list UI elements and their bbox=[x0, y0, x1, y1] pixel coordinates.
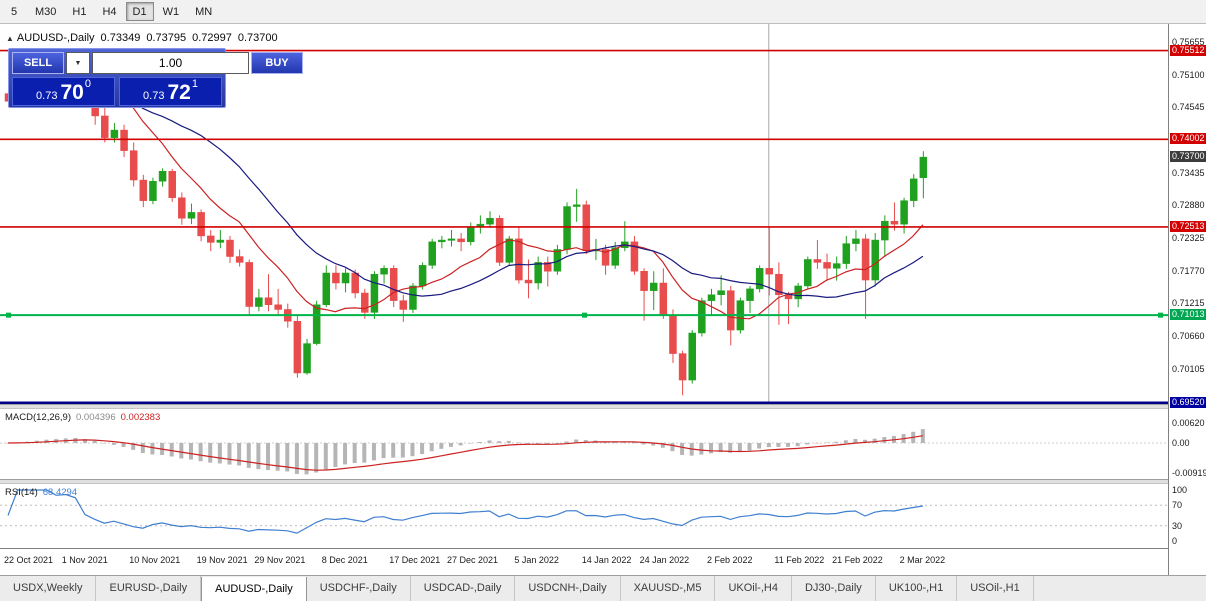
timeframe-button-d1[interactable]: D1 bbox=[125, 2, 154, 21]
timeframe-button-m30[interactable]: M30 bbox=[28, 2, 63, 21]
price-scale[interactable]: 0.756550.751000.745450.739900.734350.728… bbox=[1168, 24, 1206, 575]
buy-price-prefix: 0.73 bbox=[143, 90, 165, 102]
buy-button[interactable]: BUY bbox=[251, 52, 303, 74]
rsi-name: RSI(14) bbox=[5, 487, 38, 498]
date-axis-label: 27 Dec 2021 bbox=[446, 555, 499, 565]
date-axis-label: 2 Feb 2022 bbox=[706, 555, 753, 565]
chart-tab-eurusd-daily[interactable]: EURUSD-,Daily bbox=[96, 576, 202, 601]
ohlc-open: 0.73349 bbox=[100, 32, 141, 44]
chart-tab-dj30-daily[interactable]: DJ30-,Daily bbox=[792, 576, 876, 601]
chevron-down-icon: ▼ bbox=[74, 59, 82, 67]
rsi-value: 68.4294 bbox=[42, 487, 78, 498]
macd-panel[interactable]: MACD(12,26,9) 0.004396 0.002383 bbox=[0, 409, 1168, 479]
date-axis-label: 5 Jan 2022 bbox=[514, 555, 559, 565]
sell-button[interactable]: SELL bbox=[12, 52, 64, 74]
price-tick-label: 0.70105 bbox=[1172, 363, 1205, 374]
date-axis-label: 22 Oct 2021 bbox=[4, 555, 54, 565]
chart-header: ▲ AUDUSD-,Daily 0.73349 0.73795 0.72997 0.737… bbox=[6, 32, 278, 44]
chart-region: ▲ AUDUSD-,Daily 0.73349 0.73795 0.72997 0.737… bbox=[0, 24, 1206, 575]
price-tick-label: 0.72880 bbox=[1172, 200, 1205, 211]
volume-dropdown[interactable]: ▼ bbox=[66, 52, 90, 74]
chart-tab-ukoil-h4[interactable]: UKOil-,H4 bbox=[715, 576, 792, 601]
panel-splitter[interactable] bbox=[0, 404, 1206, 409]
buy-price-pip: 1 bbox=[191, 78, 198, 90]
chart-symbol-label: AUDUSD-,Daily bbox=[16, 32, 95, 44]
sell-price-prefix: 0.73 bbox=[36, 90, 58, 102]
price-tick-label: 0.74545 bbox=[1172, 102, 1205, 113]
rsi-panel[interactable]: RSI(14) 68.4294 bbox=[0, 484, 1168, 548]
macd-scale-label: 0.00 bbox=[1172, 438, 1190, 448]
chart-tab-uk100-h1[interactable]: UK100-,H1 bbox=[876, 576, 958, 601]
price-tick-label: 0.70660 bbox=[1172, 330, 1205, 341]
trade-controls-row: SELL ▼ BUY bbox=[12, 52, 303, 74]
chart-tab-audusd-daily[interactable]: AUDUSD-,Daily bbox=[201, 577, 307, 601]
chart-tab-usdx-weekly[interactable]: USDX,Weekly bbox=[0, 576, 97, 601]
volume-input[interactable] bbox=[92, 52, 249, 74]
date-axis-label: 2 Mar 2022 bbox=[899, 555, 946, 565]
macd-name: MACD(12,26,9) bbox=[5, 412, 71, 423]
timeframe-button-h1[interactable]: H1 bbox=[65, 2, 93, 21]
sell-price-display: 0.73 70 0 bbox=[12, 77, 115, 106]
date-axis-label: 8 Dec 2021 bbox=[321, 555, 368, 565]
price-tick-label: 0.75655 bbox=[1172, 37, 1205, 48]
price-tick-label: 0.71215 bbox=[1172, 298, 1205, 309]
rsi-scale-label: 30 bbox=[1172, 520, 1183, 531]
chart-tabbar: USDX,Weekly EURUSD-,Daily AUDUSD-,Daily USD… bbox=[0, 575, 1206, 601]
chart-tab-usdcnh-daily[interactable]: USDCNH-,Daily bbox=[515, 576, 621, 601]
macd-scale-label: 0.00620 bbox=[1172, 417, 1205, 428]
price-tick-label: 0.72325 bbox=[1172, 233, 1205, 243]
date-axis-label: 10 Nov 2021 bbox=[129, 555, 181, 565]
macd-main-value: 0.004396 bbox=[76, 412, 116, 423]
buy-price-big: 72 bbox=[167, 81, 191, 104]
price-chart-panel[interactable]: ▲ AUDUSD-,Daily 0.73349 0.73795 0.72997 0.737… bbox=[0, 24, 1168, 404]
ohlc-close: 0.73700 bbox=[237, 32, 278, 44]
ohlc-high: 0.73795 bbox=[146, 32, 187, 44]
date-axis-label: 24 Jan 2022 bbox=[639, 555, 690, 565]
chart-tab-usoil-h1[interactable]: USOil-,H1 bbox=[957, 576, 1034, 601]
sell-price-big: 70 bbox=[60, 81, 84, 104]
buy-price-display: 0.73 72 1 bbox=[119, 77, 222, 106]
date-axis-label: 14 Jan 2022 bbox=[581, 555, 632, 565]
timeframe-button-mn[interactable]: MN bbox=[188, 2, 219, 21]
macd-canvas[interactable] bbox=[0, 409, 1168, 479]
price-badge: 0.72513 bbox=[1170, 220, 1206, 232]
rsi-scale-label: 70 bbox=[1172, 500, 1183, 511]
timeframe-button-w1[interactable]: W1 bbox=[156, 2, 187, 21]
date-axis-label: 17 Dec 2021 bbox=[389, 555, 441, 565]
rsi-label-row: RSI(14) 68.4294 bbox=[5, 487, 77, 498]
macd-label-row: MACD(12,26,9) 0.004396 0.002383 bbox=[5, 412, 160, 423]
sell-price-pip: 0 bbox=[84, 78, 91, 90]
price-tick-label: 0.73435 bbox=[1172, 167, 1205, 178]
price-badge: 0.71013 bbox=[1170, 309, 1206, 321]
price-tick-label: 0.71770 bbox=[1172, 265, 1205, 276]
timeframe-button-5[interactable]: 5 bbox=[2, 2, 26, 21]
date-axis[interactable]: 22 Oct 2021 1 Nov 2021 10 Nov 2021 19 Nov 2… bbox=[0, 548, 1168, 575]
price-badge: 0.75512 bbox=[1170, 44, 1206, 56]
timeframe-toolbar: 5 M30 H1 H4 D1 W1 MN bbox=[0, 0, 1206, 24]
price-badge: 0.73700 bbox=[1170, 151, 1206, 163]
price-badge: 0.69520 bbox=[1170, 397, 1206, 408]
price-badge: 0.74002 bbox=[1170, 133, 1206, 145]
date-axis-label: 19 Nov 2021 bbox=[196, 555, 248, 565]
price-tick-label: 0.75100 bbox=[1172, 69, 1205, 80]
rsi-canvas[interactable] bbox=[0, 484, 1168, 548]
ohlc-low: 0.72997 bbox=[192, 32, 232, 44]
rsi-scale-label: 100 bbox=[1172, 485, 1188, 495]
timeframe-button-h4[interactable]: H4 bbox=[95, 2, 123, 21]
chart-tab-xauusd-m5[interactable]: XAUUSD-,M5 bbox=[621, 576, 716, 601]
macd-signal-value: 0.002383 bbox=[120, 412, 161, 423]
date-axis-label: 21 Feb 2022 bbox=[832, 555, 883, 565]
panel-splitter[interactable] bbox=[0, 479, 1206, 484]
chart-tab-usdcad-daily[interactable]: USDCAD-,Daily bbox=[411, 576, 516, 601]
chart-tab-usdchf-daily[interactable]: USDCHF-,Daily bbox=[307, 576, 411, 601]
macd-scale-label: -0.00919 bbox=[1172, 468, 1206, 479]
date-axis-label: 1 Nov 2021 bbox=[61, 555, 108, 565]
trade-prices-row: 0.73 70 0 0.73 72 1 bbox=[12, 77, 222, 106]
collapse-chart-icon[interactable]: ▲ bbox=[6, 34, 14, 43]
date-axis-label: 11 Feb 2022 bbox=[774, 555, 825, 565]
date-axis-label: 29 Nov 2021 bbox=[254, 555, 306, 565]
rsi-scale-label: 0 bbox=[1172, 536, 1178, 546]
